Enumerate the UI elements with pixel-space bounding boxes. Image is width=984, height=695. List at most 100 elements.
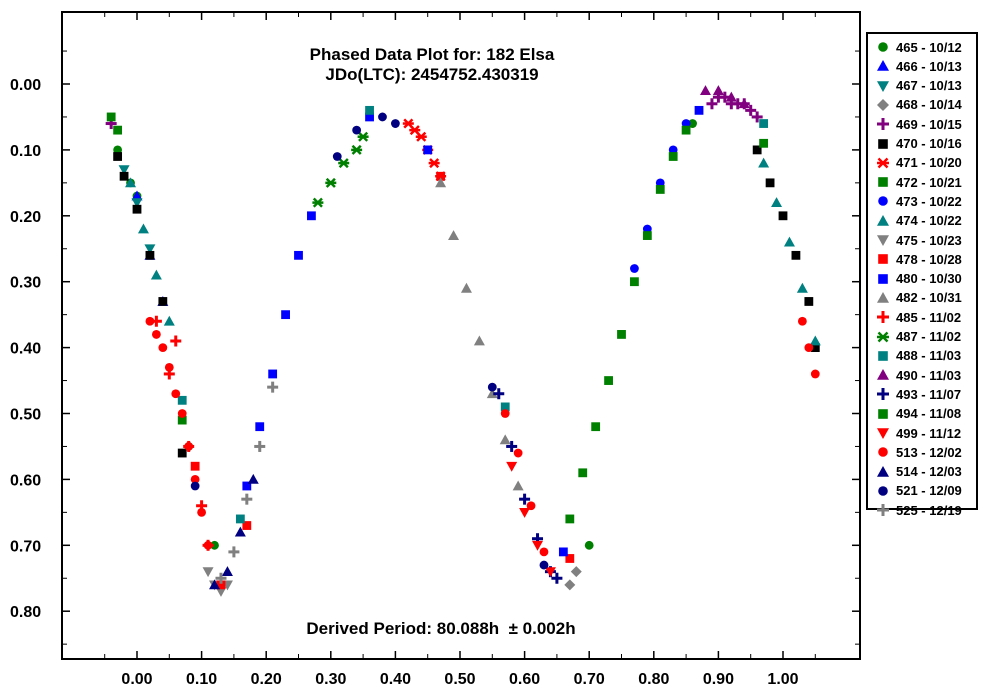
legend-label: 485 - 11/02 xyxy=(896,309,962,325)
data-point xyxy=(565,514,575,524)
legend-entry: 494 - 11/08 xyxy=(868,404,961,424)
data-point xyxy=(415,131,427,142)
data-point xyxy=(378,112,387,122)
legend-label: 471 - 10/20 xyxy=(896,155,962,171)
data-point xyxy=(681,125,691,135)
data-point xyxy=(526,501,536,511)
legend-marker-asterisk xyxy=(877,157,889,169)
series-467-10-13 xyxy=(118,165,156,255)
legend-marker-shape xyxy=(877,214,889,226)
data-point xyxy=(158,343,168,352)
data-point xyxy=(352,125,362,135)
data-point xyxy=(617,330,626,339)
legend-entry: 493 - 11/07 xyxy=(868,384,961,404)
data-point xyxy=(190,461,200,471)
legend-marker-shape xyxy=(877,388,889,401)
legend-marker-triangle-up xyxy=(877,291,889,303)
legend-label: 469 - 10/15 xyxy=(896,116,962,132)
legend-marker-shape xyxy=(877,291,889,303)
y-tick-label: 0.30 xyxy=(10,275,41,292)
series-521-12-09 xyxy=(190,112,549,570)
legend-marker-shape xyxy=(878,408,888,419)
data-point xyxy=(131,190,143,201)
legend-entry: 490 - 11/03 xyxy=(868,365,961,385)
data-points xyxy=(105,85,821,597)
data-point xyxy=(506,461,518,472)
data-point xyxy=(668,152,678,161)
legend-marker-plus xyxy=(877,118,889,131)
data-point xyxy=(312,197,324,208)
data-point xyxy=(604,376,613,385)
legend-marker-asterisk xyxy=(877,331,889,342)
data-point xyxy=(144,244,156,255)
data-point xyxy=(163,315,175,326)
data-point xyxy=(170,335,182,347)
legend-entry: 514 - 12/03 xyxy=(868,462,962,482)
legend-marker-shape xyxy=(877,369,889,380)
data-point xyxy=(558,547,568,557)
x-tick-label: 1.00 xyxy=(767,671,798,688)
legend-marker-shape xyxy=(877,157,889,169)
legend-entry: 466 - 10/13 xyxy=(868,56,962,76)
data-point xyxy=(738,98,750,109)
legend-marker-shape xyxy=(878,196,888,207)
legend-label: 473 - 10/22 xyxy=(896,193,962,209)
data-point xyxy=(694,105,704,115)
legend-label: 480 - 10/30 xyxy=(896,271,962,287)
data-point xyxy=(357,131,369,142)
legend-entry: 471 - 10/20 xyxy=(868,153,962,173)
legend-entry: 472 - 10/21 xyxy=(868,172,962,192)
data-point xyxy=(423,145,433,155)
y-tick-label: 0.50 xyxy=(10,407,41,424)
data-point xyxy=(804,297,814,306)
data-point xyxy=(570,566,582,578)
legend-marker-square xyxy=(878,138,888,149)
data-point xyxy=(791,250,801,260)
data-point xyxy=(145,250,155,260)
legend-entry: 474 - 10/22 xyxy=(868,211,962,231)
data-point xyxy=(215,572,227,584)
legend-label: 466 - 10/13 xyxy=(896,58,962,74)
legend-marker-triangle-down xyxy=(877,235,889,246)
legend-label: 465 - 10/12 xyxy=(896,39,962,55)
data-point xyxy=(642,231,652,240)
data-point xyxy=(564,579,576,591)
data-point xyxy=(578,468,588,478)
data-point xyxy=(771,197,783,208)
data-point xyxy=(500,409,510,418)
data-point xyxy=(177,395,187,405)
y-tick-label: 0.10 xyxy=(10,143,41,160)
series-468-10-14 xyxy=(564,566,582,591)
legend-entry: 475 - 10/23 xyxy=(868,230,962,250)
data-point xyxy=(145,316,155,326)
data-point xyxy=(247,473,259,484)
legend-marker-shape xyxy=(878,486,888,496)
data-point xyxy=(539,560,549,570)
data-point xyxy=(325,177,337,188)
data-point xyxy=(630,264,639,273)
data-point xyxy=(171,389,181,399)
legend-label: 475 - 10/23 xyxy=(896,232,962,248)
data-point xyxy=(113,152,123,161)
data-point xyxy=(150,269,162,280)
data-point xyxy=(177,448,187,458)
data-point xyxy=(113,125,123,135)
legend-label: 474 - 10/22 xyxy=(896,213,962,229)
legend-marker-triangle-up xyxy=(877,369,889,380)
legend-entry: 470 - 10/16 xyxy=(868,134,962,154)
y-tick-label: 0.00 xyxy=(10,77,41,94)
y-tick-label: 0.80 xyxy=(10,604,41,621)
legend-entry: 469 - 10/15 xyxy=(868,114,962,134)
x-tick-label: 0.00 xyxy=(121,671,152,688)
plot-area-frame xyxy=(61,11,861,660)
data-point xyxy=(209,579,221,590)
legend-marker-triangle-up xyxy=(877,60,889,72)
data-point xyxy=(177,415,187,425)
legend-marker-shape xyxy=(877,80,889,92)
data-point xyxy=(177,409,187,418)
data-point xyxy=(281,310,290,320)
data-point xyxy=(804,343,814,352)
data-point xyxy=(539,547,549,557)
derived-period-annotation: Derived Period: 80.088h ± 0.002h xyxy=(306,619,575,638)
